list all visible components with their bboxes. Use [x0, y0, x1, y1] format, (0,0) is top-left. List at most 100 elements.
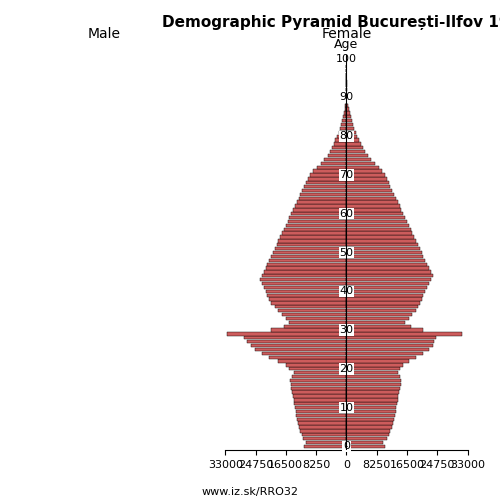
Bar [346, 410, 396, 413]
Bar [288, 220, 346, 223]
Bar [346, 375, 400, 378]
Bar [332, 146, 346, 150]
Bar [346, 142, 361, 146]
Bar [346, 192, 394, 196]
Bar [346, 317, 409, 320]
Bar [346, 364, 404, 366]
Bar [271, 328, 346, 332]
Bar [278, 309, 346, 312]
Text: 10: 10 [340, 402, 353, 412]
Bar [292, 212, 346, 216]
Bar [346, 196, 396, 200]
Bar [294, 398, 346, 402]
Bar [297, 418, 346, 421]
Bar [346, 344, 432, 347]
Bar [254, 348, 346, 351]
Bar [346, 239, 416, 242]
Bar [346, 134, 358, 138]
Text: Male: Male [88, 27, 120, 41]
Title: Demographic Pyramid București-Ilfov 1996: Demographic Pyramid București-Ilfov 1996 [162, 15, 500, 30]
Bar [346, 394, 399, 398]
Bar [293, 208, 346, 212]
Text: 20: 20 [340, 364, 353, 374]
Bar [251, 344, 346, 347]
Text: 80: 80 [340, 131, 353, 141]
Bar [346, 398, 398, 402]
Text: 50: 50 [340, 248, 353, 258]
Bar [346, 360, 409, 362]
Text: 70: 70 [340, 170, 353, 180]
Bar [346, 100, 348, 103]
Bar [296, 410, 346, 413]
Bar [346, 386, 400, 390]
Bar [346, 426, 393, 428]
Bar [290, 382, 346, 386]
Bar [345, 104, 346, 107]
Bar [346, 166, 378, 169]
Bar [262, 352, 346, 355]
Bar [346, 251, 422, 254]
Bar [270, 258, 346, 262]
Bar [298, 196, 346, 200]
Bar [346, 119, 352, 122]
Bar [286, 317, 346, 320]
Bar [346, 274, 432, 278]
Bar [346, 305, 418, 308]
Bar [294, 402, 346, 406]
Bar [346, 282, 429, 285]
Bar [324, 158, 346, 161]
Bar [346, 414, 395, 417]
Bar [343, 115, 346, 118]
Bar [268, 294, 346, 297]
Bar [284, 324, 346, 328]
Bar [340, 127, 346, 130]
Bar [337, 134, 346, 138]
Bar [284, 228, 346, 231]
Bar [302, 433, 346, 436]
Bar [290, 379, 346, 382]
Text: 30: 30 [340, 325, 353, 335]
Bar [346, 104, 348, 107]
Bar [346, 270, 431, 274]
Bar [346, 138, 359, 141]
Bar [346, 332, 462, 336]
Bar [346, 162, 375, 165]
Bar [304, 445, 346, 448]
Bar [346, 208, 402, 212]
Bar [346, 382, 401, 386]
Bar [346, 313, 412, 316]
Bar [344, 112, 346, 114]
Bar [262, 274, 346, 278]
Bar [290, 367, 346, 370]
Bar [346, 146, 364, 150]
Bar [306, 181, 346, 184]
Bar [328, 154, 346, 157]
Text: Female: Female [321, 27, 372, 41]
Bar [346, 298, 422, 300]
Bar [341, 123, 346, 126]
Bar [300, 192, 346, 196]
Bar [346, 204, 400, 208]
Bar [346, 154, 368, 157]
Bar [346, 243, 418, 246]
Bar [346, 328, 424, 332]
Bar [320, 162, 346, 165]
Bar [346, 324, 410, 328]
Bar [346, 379, 402, 382]
Bar [346, 402, 397, 406]
Bar [346, 348, 429, 351]
Bar [339, 130, 346, 134]
Bar [297, 200, 346, 204]
Bar [346, 228, 410, 231]
Bar [330, 150, 346, 154]
Bar [346, 170, 382, 172]
Bar [227, 332, 346, 336]
Bar [346, 390, 399, 394]
Bar [306, 441, 346, 444]
Bar [260, 278, 346, 281]
Bar [346, 367, 400, 370]
Bar [292, 386, 346, 390]
Bar [262, 282, 346, 285]
Bar [346, 216, 405, 220]
Bar [292, 390, 346, 394]
